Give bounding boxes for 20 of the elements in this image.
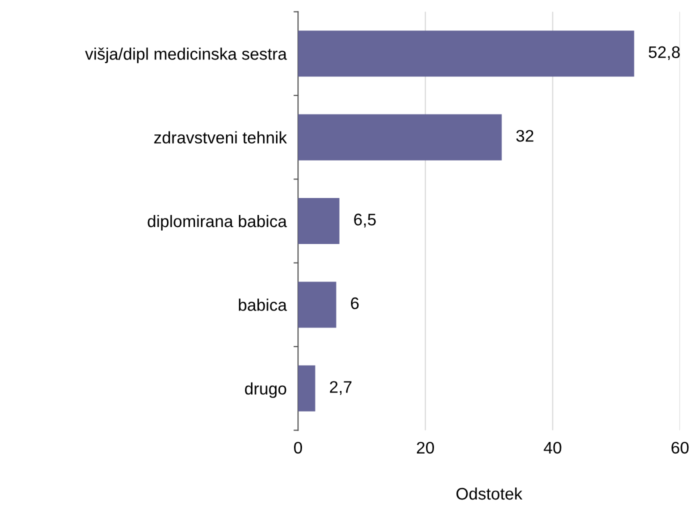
bar xyxy=(298,30,634,77)
data-label: 6 xyxy=(350,297,359,310)
data-label: 6,5 xyxy=(354,214,376,228)
y-tick-label: višja/dipl medicinska sestra xyxy=(85,48,287,64)
data-label: 2,7 xyxy=(330,381,352,395)
x-tick-label: 40 xyxy=(544,442,562,454)
x-axis-title: Odstotek xyxy=(456,487,522,500)
x-tick-label: 60 xyxy=(672,442,689,454)
data-label: 32 xyxy=(516,130,534,142)
y-tick-label: diplomirana babica xyxy=(148,214,287,231)
y-tick-label: drugo xyxy=(245,382,286,398)
x-tick-label: 0 xyxy=(294,442,302,454)
bar xyxy=(298,365,316,412)
y-tick-label: zdravstveni tehnik xyxy=(154,131,287,144)
x-tick-label: 20 xyxy=(416,442,434,454)
bar xyxy=(298,114,502,160)
bar xyxy=(298,198,340,244)
y-tick-label: babica xyxy=(238,298,287,311)
data-label: 52,8 xyxy=(648,46,680,60)
bar xyxy=(298,282,336,328)
